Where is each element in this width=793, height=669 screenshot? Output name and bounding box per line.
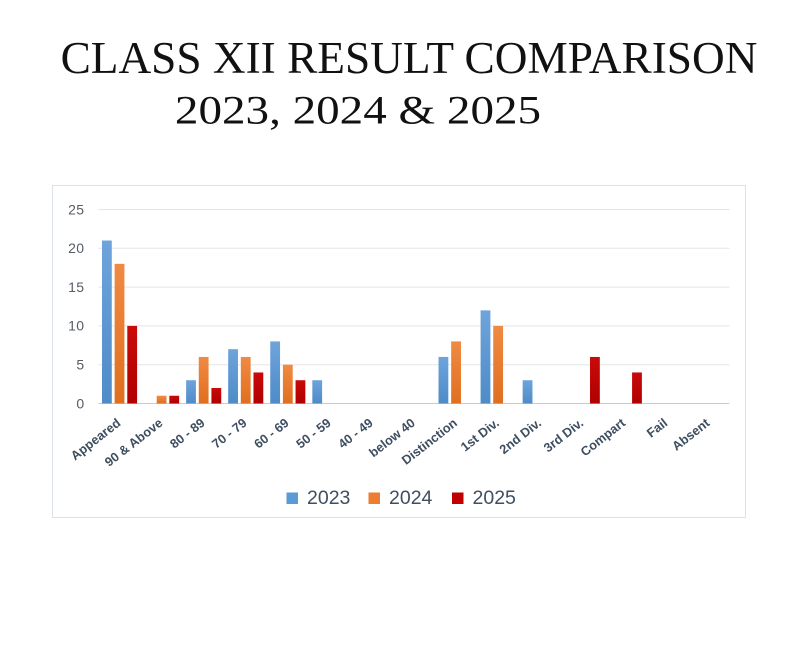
svg-text:80 - 89: 80 - 89 — [167, 415, 208, 451]
svg-text:60 - 69: 60 - 69 — [251, 415, 292, 451]
svg-text:25: 25 — [68, 201, 84, 217]
svg-text:Absent: Absent — [669, 415, 713, 454]
svg-text:1st Div.: 1st Div. — [458, 415, 502, 454]
svg-text:Fail: Fail — [644, 415, 671, 440]
svg-text:2023: 2023 — [307, 487, 350, 509]
svg-text:0: 0 — [76, 395, 84, 411]
svg-text:2nd Div.: 2nd Div. — [496, 415, 544, 457]
svg-text:2024: 2024 — [389, 487, 433, 509]
svg-text:2025: 2025 — [473, 487, 517, 509]
svg-text:10: 10 — [68, 318, 84, 334]
svg-text:20: 20 — [68, 240, 84, 256]
svg-text:15: 15 — [68, 279, 84, 295]
svg-text:50 - 59: 50 - 59 — [293, 415, 334, 451]
svg-text:5: 5 — [76, 357, 84, 373]
svg-text:Compart: Compart — [577, 415, 628, 460]
svg-text:70 - 79: 70 - 79 — [209, 415, 250, 451]
